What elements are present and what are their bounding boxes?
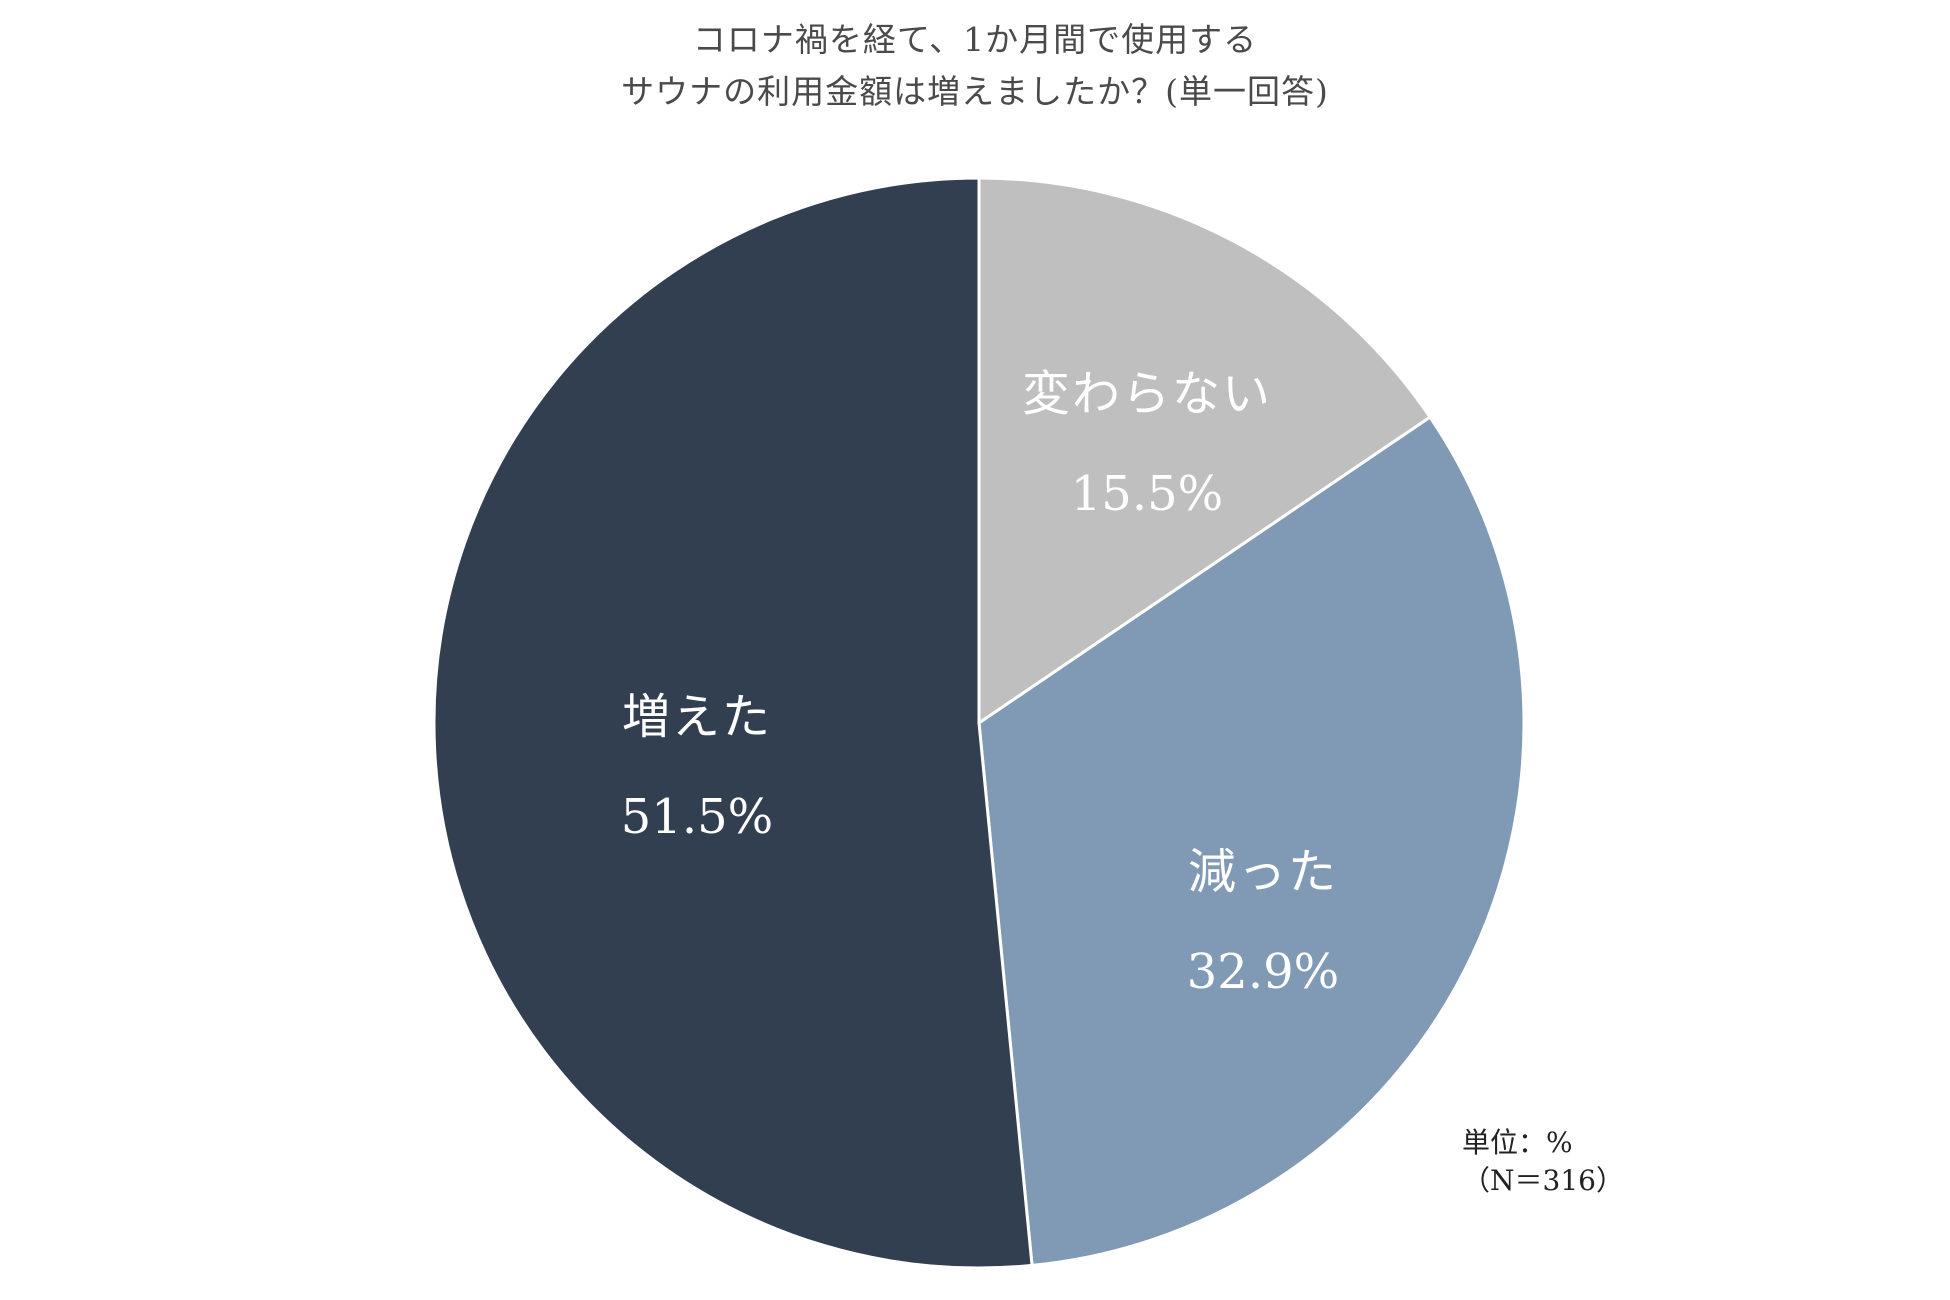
chart-title: コロナ禍を経て、1か月間で使用する [692, 20, 1258, 59]
sample-size-note: （N＝316） [1462, 1164, 1624, 1197]
slice-label-3: 増えた [622, 689, 772, 745]
unit-note: 単位：% [1462, 1126, 1573, 1159]
chart-note: 単位：% （N＝316） [1462, 1124, 1624, 1200]
pie-slices [432, 176, 1526, 1270]
slice-value-1: 15.5% [1071, 466, 1223, 522]
pie-slice-1 [977, 176, 1432, 725]
slice-value-3: 51.5% [621, 789, 773, 845]
pie-slice-3 [432, 176, 1034, 1270]
slice-value-2: 32.9% [1187, 944, 1339, 1000]
pie-labels: 変わらない 15.5% 減った 32.9% 増えた 51.5% [621, 366, 1339, 1000]
chart-subtitle: サウナの利用金額は増えましたか？(単一回答) [621, 72, 1329, 111]
pie-slice-2 [977, 415, 1526, 1267]
slice-label-1: 変わらない [1022, 366, 1272, 422]
chart-title-block: コロナ禍を経て、1か月間で使用する サウナの利用金額は増えましたか？(単一回答) [0, 14, 1950, 118]
slice-label-2: 減った [1188, 844, 1338, 900]
